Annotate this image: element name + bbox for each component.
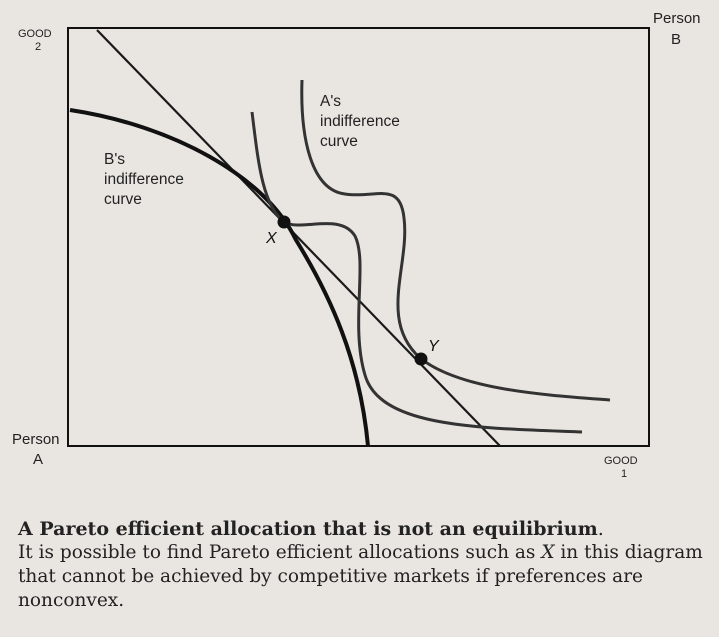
b-indifference-curve <box>69 108 370 447</box>
person-b-letter: B <box>671 31 681 48</box>
a-curve-label-2: indifference <box>320 113 400 130</box>
caption-body-variable: X <box>541 542 555 563</box>
caption-title: A Pareto efficient allocation that is no… <box>18 518 598 540</box>
good2-axis-number: 2 <box>35 41 41 53</box>
caption-body-rest: in this diagram that cannot be achieved … <box>18 542 703 611</box>
a-indifference-curve-through-y <box>300 79 611 402</box>
edgeworth-box-diagram: X Y GOOD 2 Person B Person A GOOD 1 A's … <box>12 10 701 480</box>
edgeworth-box-frame <box>67 27 650 447</box>
a-curve-label-3: curve <box>320 133 358 150</box>
budget-line <box>96 29 501 447</box>
caption-body: It is possible to find Pareto efficient … <box>18 541 708 613</box>
caption-title-period: . <box>597 518 604 540</box>
b-curve-label-2: indifference <box>104 171 184 188</box>
a-curve-label-1: A's <box>320 93 341 110</box>
b-curve-label-3: curve <box>104 191 142 208</box>
point-x-label: X <box>265 230 278 247</box>
point-x-marker <box>277 215 291 229</box>
good1-axis-number: 1 <box>621 468 627 480</box>
good1-axis-label: GOOD <box>604 455 638 467</box>
good2-axis-label: GOOD <box>18 28 52 40</box>
caption-body-text: It is possible to find Pareto efficient … <box>18 542 536 563</box>
point-y-marker <box>414 352 428 366</box>
person-a-label: Person <box>12 431 60 448</box>
point-y-label: Y <box>428 338 440 355</box>
figure-caption: A Pareto efficient allocation that is no… <box>18 517 708 613</box>
person-a-letter: A <box>33 451 43 468</box>
a-indifference-curve-through-x <box>250 111 583 434</box>
b-curve-label-1: B's <box>104 151 125 168</box>
person-b-label: Person <box>653 10 701 27</box>
